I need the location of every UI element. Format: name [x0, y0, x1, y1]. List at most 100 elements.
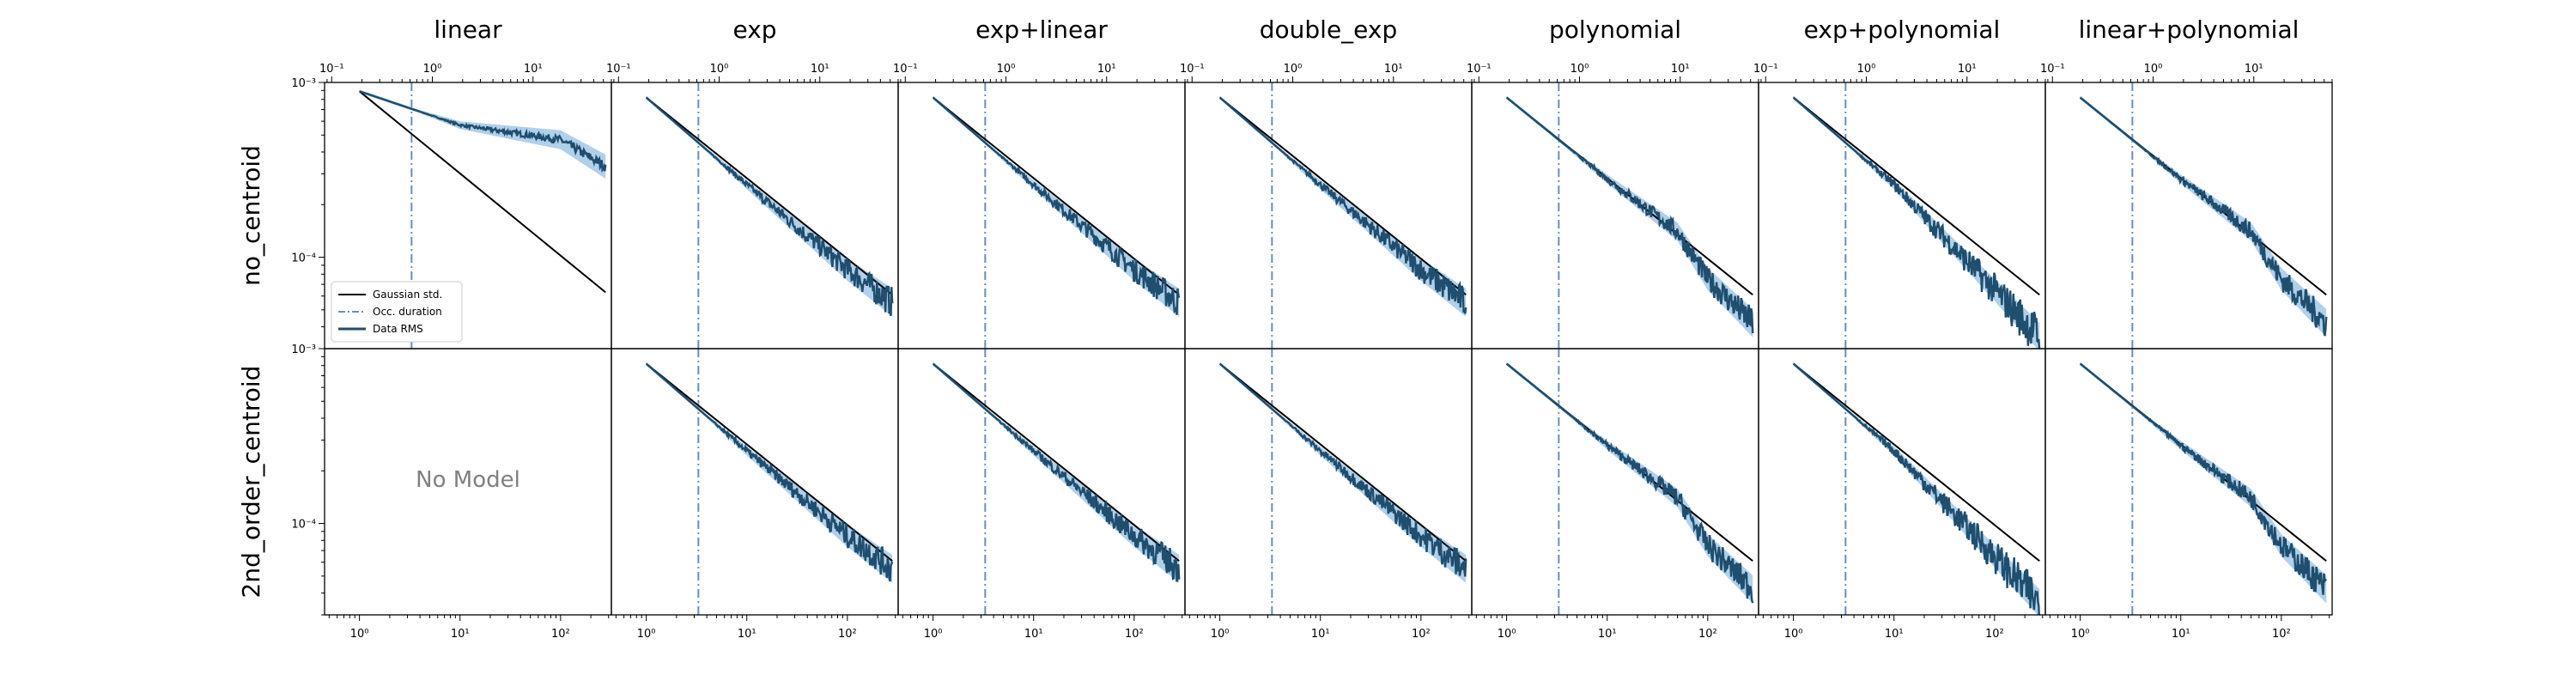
- x-tick-label: 10¹: [1024, 628, 1043, 641]
- rms-band: [1793, 362, 2040, 615]
- panel-no_centroid-polynomial: 10⁻¹ 10⁰ 10¹: [1467, 63, 1759, 350]
- x-tick-label: 10¹: [451, 628, 470, 641]
- top-tick-label: 10⁰: [997, 63, 1016, 76]
- gaussian-std-line: [932, 96, 1180, 296]
- top-tick-label: 10⁰: [1284, 63, 1303, 76]
- data-rms-line: [1218, 362, 1467, 577]
- gaussian-std-line: [358, 90, 606, 294]
- panel-no_centroid-exp+linear: 10⁻¹ 10⁰ 10¹: [893, 63, 1186, 350]
- legend-label-gaussian: Gaussian std.: [373, 289, 442, 301]
- x-tick-label: 10²: [1985, 628, 2004, 641]
- top-tick-label: 10⁰: [710, 63, 729, 76]
- panel-frame: [1184, 348, 1473, 616]
- panel-2nd_order_centroid-exp: 10⁰ 10¹ 10²: [611, 348, 899, 641]
- data-rms-line: [1218, 96, 1467, 314]
- x-tick-label: 10⁰: [924, 628, 943, 641]
- top-tick-label: 10⁰: [1571, 63, 1589, 76]
- legend: Gaussian std. Occ. duration Data RMS: [331, 281, 463, 343]
- panel-frame: [2044, 82, 2333, 350]
- row-label-1: 2nd_order_centroid: [237, 366, 265, 599]
- column-title-6: linear+polynomial: [2079, 15, 2300, 44]
- gaussian-std-line: [1792, 362, 2040, 562]
- top-tick-label: 10¹: [811, 63, 829, 76]
- panel-frame: [2044, 348, 2333, 616]
- gaussian-std-line: [1218, 96, 1467, 296]
- panel-2nd_order_centroid-linear+polynomial: 10⁰ 10¹ 10²: [2044, 348, 2333, 641]
- top-tick-label: 10¹: [1958, 63, 1977, 76]
- y-tick-label: 10⁻⁴: [291, 519, 316, 532]
- panel-2nd_order_centroid-exp+polynomial: 10⁰ 10¹ 10²: [1758, 348, 2046, 641]
- x-tick-label: 10⁰: [1498, 628, 1516, 641]
- x-tick-label: 10²: [1412, 628, 1431, 641]
- x-tick-label: 10¹: [738, 628, 756, 641]
- data-rms-line: [1792, 96, 2041, 349]
- top-tick-label: 10⁻¹: [1467, 63, 1492, 76]
- top-tick-label: 10⁻¹: [893, 63, 918, 76]
- panel-frame: [611, 82, 899, 350]
- panel-2nd_order_centroid-linear: No Model 10⁻⁴ 10⁻³ 10⁰ 10¹ 10²: [291, 344, 612, 641]
- rms-band: [1506, 362, 1753, 604]
- panel-frame: [1471, 82, 1759, 350]
- x-tick-label: 10⁰: [1784, 628, 1803, 641]
- y-tick-label: 10⁻³: [291, 77, 316, 90]
- x-tick-label: 10²: [551, 628, 570, 641]
- panel-2nd_order_centroid-double_exp: 10⁰ 10¹ 10²: [1184, 348, 1473, 641]
- data-rms-line: [1505, 96, 1754, 334]
- x-tick-label: 10¹: [1885, 628, 1904, 641]
- data-rms-line: [645, 96, 894, 316]
- column-title-2: exp+linear: [975, 15, 1108, 44]
- panel-frame: [897, 82, 1186, 350]
- legend-label-data: Data RMS: [373, 323, 423, 335]
- column-title-3: double_exp: [1260, 15, 1398, 44]
- top-tick-label: 10⁻¹: [319, 63, 344, 76]
- top-tick-label: 10⁰: [1857, 63, 1876, 76]
- legend-box: [331, 281, 463, 343]
- rms-band: [2080, 95, 2327, 337]
- rms-band: [1506, 95, 1753, 337]
- x-tick-label: 10²: [1125, 628, 1144, 641]
- x-tick-label: 10²: [1698, 628, 1717, 641]
- data-rms-line: [2079, 96, 2328, 337]
- panel-2nd_order_centroid-exp+linear: 10⁰ 10¹ 10²: [897, 348, 1186, 641]
- top-tick-label: 10⁻¹: [1180, 63, 1205, 76]
- top-tick-label: 10⁻¹: [606, 63, 631, 76]
- x-tick-label: 10⁰: [637, 628, 656, 641]
- x-tick-label: 10¹: [1598, 628, 1617, 641]
- data-rms-line: [1505, 362, 1754, 604]
- gaussian-std-line: [1792, 96, 2040, 296]
- column-title-0: linear: [434, 15, 502, 44]
- rms-band: [2080, 362, 2327, 604]
- data-rms-line: [932, 362, 1181, 582]
- panel-frame: [1184, 82, 1473, 350]
- panel-no_centroid-double_exp: 10⁻¹ 10⁰ 10¹: [1180, 63, 1473, 350]
- panel-frame: [897, 348, 1186, 616]
- column-title-5: exp+polynomial: [1804, 15, 2001, 44]
- panel-no_centroid-exp+polynomial: 10⁻¹ 10⁰ 10¹: [1753, 63, 2046, 350]
- gaussian-std-line: [645, 362, 893, 562]
- panel-frame: [1471, 348, 1759, 616]
- y-tick-label: 10⁻³: [291, 344, 316, 356]
- panel-2nd_order_centroid-polynomial: 10⁰ 10¹ 10²: [1471, 348, 1759, 641]
- panel-no_centroid-exp: 10⁻¹ 10⁰ 10¹: [606, 63, 899, 350]
- legend-label-occ: Occ. duration: [373, 306, 442, 318]
- gaussian-std-line: [932, 362, 1180, 562]
- x-tick-label: 10⁰: [1211, 628, 1230, 641]
- row-label-0: no_centroid: [237, 145, 265, 286]
- column-title-1: exp: [732, 15, 776, 44]
- gaussian-std-line: [1218, 362, 1467, 562]
- x-tick-label: 10²: [838, 628, 857, 641]
- top-tick-label: 10¹: [1097, 63, 1116, 76]
- top-tick-label: 10⁻¹: [1753, 63, 1778, 76]
- data-rms-line: [2079, 362, 2328, 595]
- top-tick-label: 10¹: [524, 63, 543, 76]
- data-rms-line: [932, 96, 1181, 315]
- data-rms-line: [645, 362, 894, 582]
- x-tick-label: 10⁰: [350, 628, 369, 641]
- rms-band: [1793, 95, 2040, 349]
- top-tick-label: 10¹: [1671, 63, 1690, 76]
- gaussian-std-line: [645, 96, 893, 296]
- data-rms-line: [359, 90, 607, 173]
- column-title-4: polynomial: [1549, 15, 1681, 44]
- panel-no_centroid-linear+polynomial: 10⁻¹ 10⁰ 10¹: [2040, 63, 2333, 350]
- x-tick-label: 10⁰: [2071, 628, 2090, 641]
